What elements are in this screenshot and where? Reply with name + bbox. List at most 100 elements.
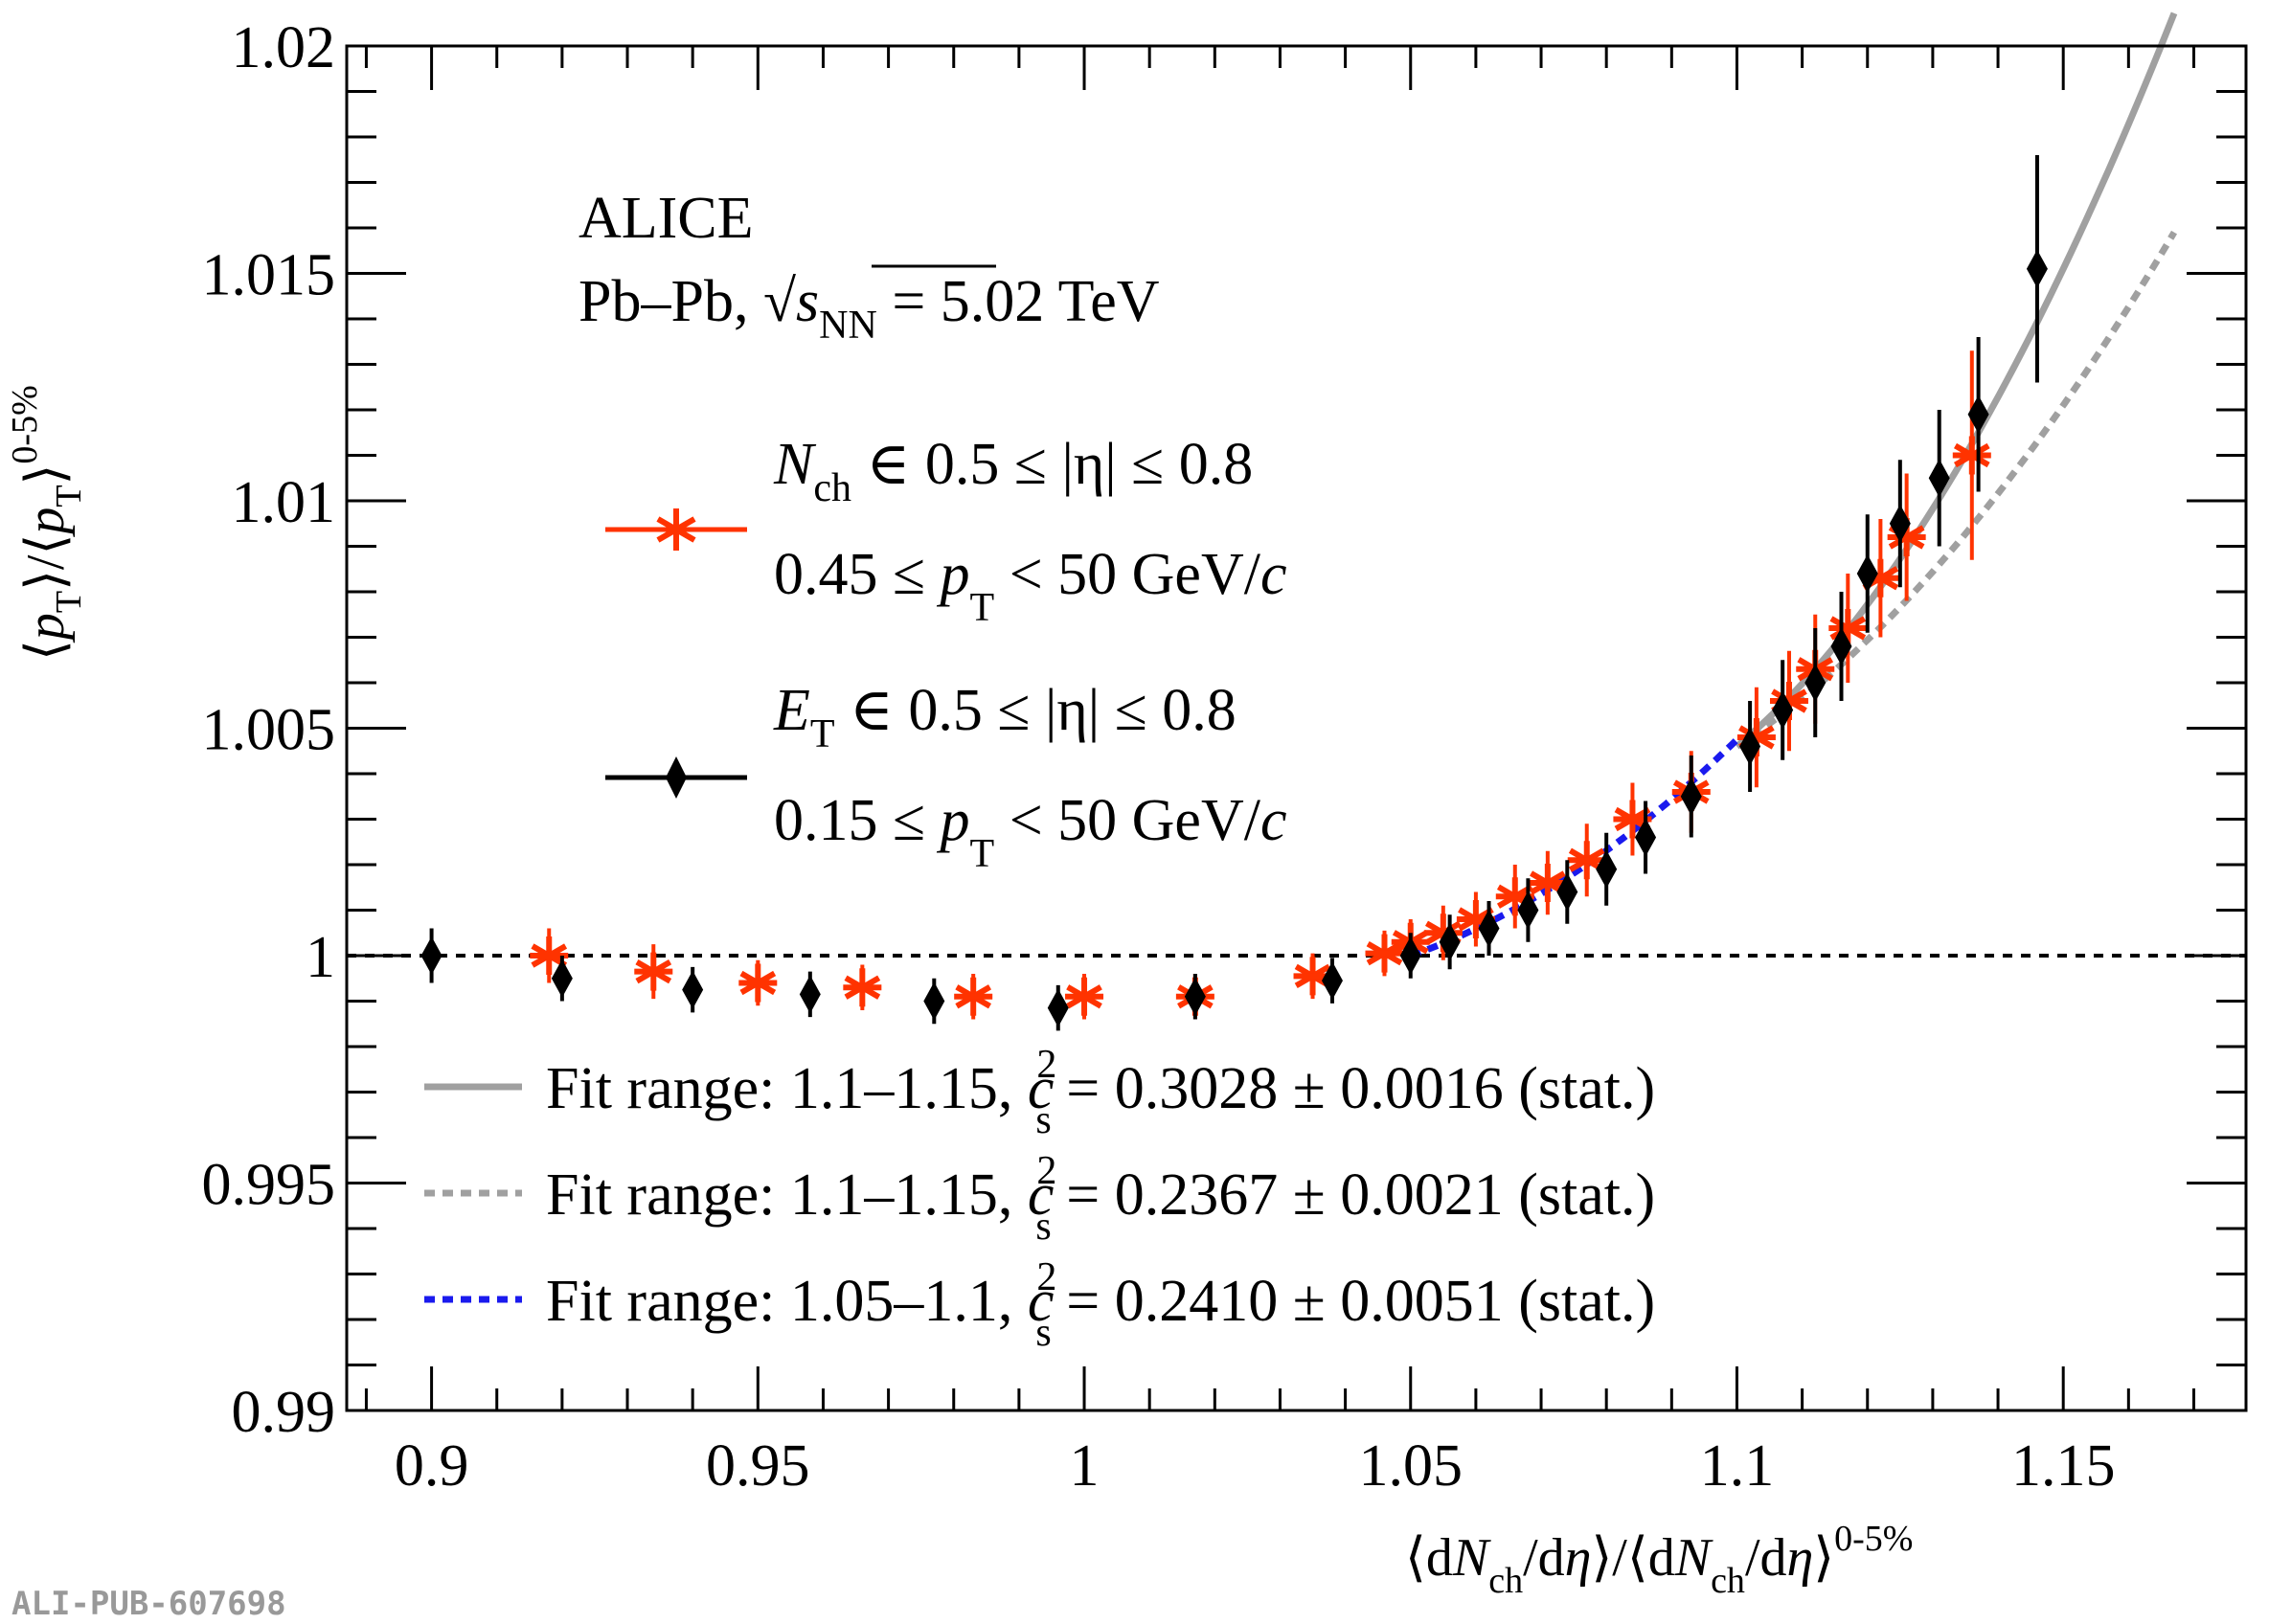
nch-data-point (1828, 574, 1868, 683)
diamond-marker (1830, 627, 1852, 665)
asterisk-stroke (656, 516, 696, 543)
diamond-marker (1399, 936, 1421, 975)
nch-data-point (954, 974, 993, 1020)
et-data-point (1928, 410, 1950, 547)
x-tick-label: 0.95 (706, 1433, 810, 1499)
et-data-point (1596, 832, 1618, 906)
nch-data-point (1887, 473, 1926, 601)
legend-nch-line2: 0.45 ≤ pT < 50 GeV/c (774, 542, 1286, 630)
y-tick-label: 1.01 (232, 470, 336, 535)
diamond-marker (1967, 395, 1989, 434)
y-tick-label: 1 (306, 925, 335, 990)
asterisk-marker (738, 963, 778, 1003)
y-tick-label: 0.995 (202, 1153, 336, 1218)
fit-curve-3 (1409, 736, 1739, 959)
diamond-marker (1635, 818, 1657, 857)
asterisk-marker (954, 977, 993, 1016)
data-points (420, 155, 2048, 1031)
legend-diamond-marker (666, 756, 687, 799)
asterisk-marker (530, 936, 569, 975)
et-data-point (551, 956, 573, 1002)
diamond-marker (551, 959, 573, 998)
diamond-marker (1517, 891, 1539, 930)
asterisk-marker (634, 952, 673, 991)
diamond-marker (1680, 777, 1702, 816)
diamond-marker (1478, 909, 1500, 948)
asterisk-marker (1828, 609, 1868, 647)
asterisk-marker (1952, 436, 1991, 475)
et-data-point (799, 971, 821, 1018)
nch-data-point (1736, 687, 1776, 788)
diamond-marker (1596, 849, 1618, 889)
diamond-marker (923, 981, 945, 1021)
et-data-point (1830, 592, 1852, 701)
diamond-marker (1856, 554, 1878, 593)
et-data-point (1680, 756, 1702, 838)
diamond-marker (1321, 961, 1343, 1001)
nch-data-point (634, 944, 673, 1000)
diamond-marker (1772, 690, 1794, 730)
diamond-marker (799, 975, 821, 1014)
y-tick-label: 1.005 (202, 698, 336, 763)
et-data-point (682, 966, 704, 1013)
diamond-marker (1556, 872, 1578, 912)
y-tick-label: 1.02 (232, 15, 336, 80)
diamond-marker (1047, 988, 1069, 1027)
legend-fit-1-text: Fit range: 1.1–1.15, c2 s = 0.3028 ± 0.00… (546, 1043, 1655, 1142)
et-data-point (1556, 860, 1578, 924)
y-tick-label: 1.015 (202, 243, 336, 308)
et-data-point (2026, 155, 2048, 383)
legend-series-et: ET ∈ 0.5 ≤ |η| ≤ 0.8 0.15 ≤ pT < 50 GeV/… (605, 678, 1286, 876)
x-tick-label: 1.05 (1359, 1433, 1464, 1499)
et-data-point (1772, 660, 1794, 760)
collision-system-label: Pb–Pb, √sNN = 5.02 TeV (579, 269, 1160, 348)
et-data-point (1804, 628, 1827, 737)
et-data-point (1739, 701, 1761, 792)
et-data-point (1399, 933, 1421, 979)
legend-series-nch: Nch ∈ 0.5 ≤ |η| ≤ 0.8 0.45 ≤ pT < 50 GeV… (605, 432, 1286, 630)
diamond-marker (420, 936, 442, 975)
legend-fit-3-text: Fit range: 1.05–1.1, c2 s = 0.2410 ± 0.00… (546, 1255, 1655, 1355)
legend-asterisk-marker (656, 508, 696, 551)
nch-data-point (1365, 930, 1404, 977)
y-axis-label: ⟨pT⟩/⟨pT⟩0-5% (5, 385, 89, 661)
et-data-point (1967, 337, 1989, 492)
et-data-point (1517, 878, 1539, 942)
y-tick-label: 0.99 (232, 1380, 336, 1445)
diamond-marker (1439, 922, 1461, 961)
et-data-point (1184, 974, 1206, 1020)
et-data-point (1889, 460, 1911, 588)
x-axis-label: ⟨dNch/dη⟩/⟨dNch/dη⟩0-5% (1405, 1519, 1913, 1601)
et-data-point (420, 928, 442, 983)
legend-nch-line1: Nch ∈ 0.5 ≤ |η| ≤ 0.8 (773, 432, 1253, 510)
asterisk-marker (1065, 977, 1104, 1016)
asterisk-marker (843, 968, 882, 1007)
nch-data-point (1952, 350, 1991, 560)
x-tick-label: 1 (1070, 1433, 1100, 1499)
x-tick-label: 1.1 (1700, 1433, 1775, 1499)
legend-fit-2-text: Fit range: 1.1–1.15, c2 s = 0.2367 ± 0.00… (546, 1149, 1655, 1249)
et-data-point (1439, 914, 1461, 970)
nch-data-point (1769, 650, 1808, 752)
legend-fit-3: Fit range: 1.05–1.1, c2 s = 0.2410 ± 0.00… (424, 1255, 1655, 1355)
et-data-point (923, 978, 945, 1025)
diamond-marker (2026, 249, 2048, 288)
et-data-point (1047, 984, 1069, 1031)
x-tick-label: 0.9 (395, 1433, 469, 1499)
nch-data-point (1065, 974, 1104, 1020)
legend-et-line1: ET ∈ 0.5 ≤ |η| ≤ 0.8 (773, 678, 1237, 756)
nch-data-point (530, 928, 569, 983)
legend-et-line2: 0.15 ≤ pT < 50 GeV/c (774, 788, 1286, 876)
diamond-marker (682, 970, 704, 1009)
legend-fit-1: Fit range: 1.1–1.15, c2 s = 0.3028 ± 0.00… (424, 1043, 1655, 1142)
fit-curves (1409, 11, 2178, 959)
fit-curve-1 (1735, 11, 2178, 750)
et-data-point (1321, 958, 1343, 1004)
x-tick-label: 1.15 (2011, 1433, 2116, 1499)
diamond-marker (1928, 459, 1950, 498)
et-data-point (1635, 801, 1657, 874)
sqrt-symbol: √ (763, 269, 796, 334)
legend-fit-2: Fit range: 1.1–1.15, c2 s = 0.2367 ± 0.00… (424, 1149, 1655, 1249)
diamond-marker (1739, 727, 1761, 766)
